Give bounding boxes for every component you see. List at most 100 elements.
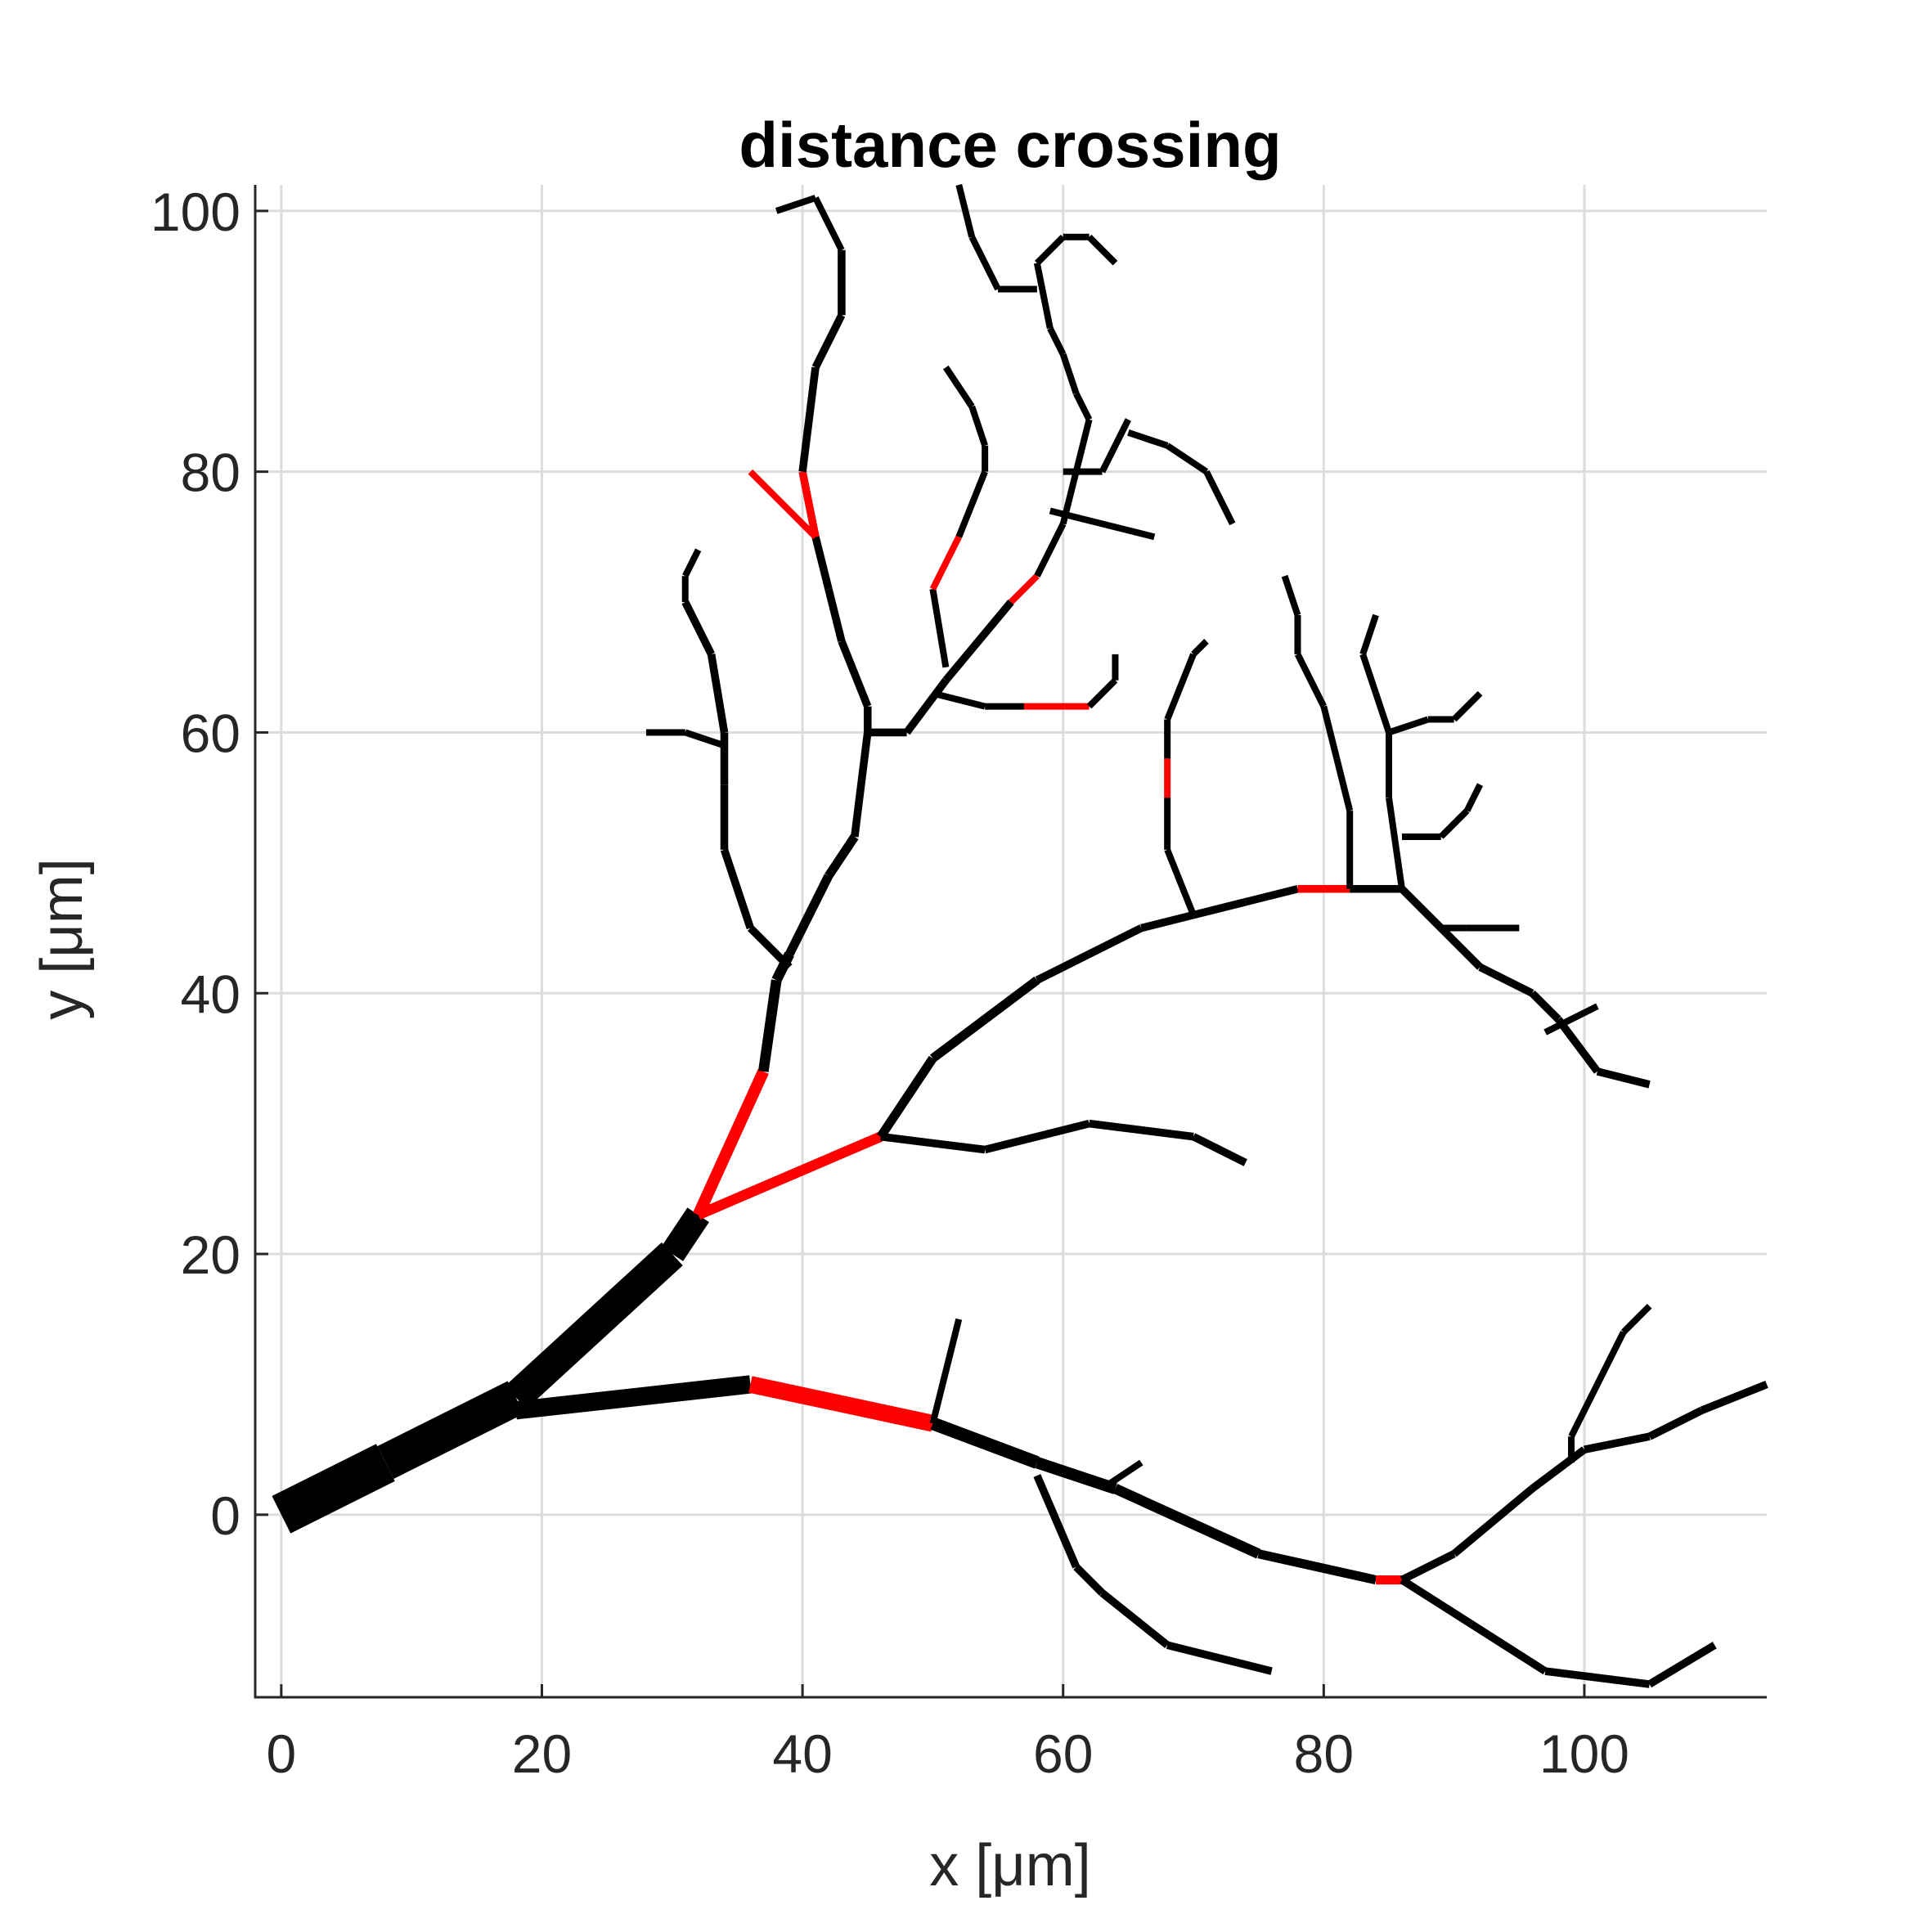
branch-segment — [943, 365, 975, 409]
branch-segment — [1049, 507, 1156, 541]
branch-segment — [1594, 1330, 1627, 1386]
branch-segment — [1088, 1119, 1194, 1141]
axes: 0 20 40 60 80 100 0 20 40 60 80 100 — [151, 182, 1767, 1784]
branch-segment — [1400, 1550, 1456, 1584]
branch-segment — [1700, 1381, 1768, 1414]
branch-segment — [1584, 1432, 1651, 1453]
branch-segment — [681, 600, 715, 656]
crossing-segment — [696, 1131, 883, 1220]
branch-segment — [1257, 1549, 1377, 1584]
branch-segment — [929, 588, 950, 668]
branch-segment — [811, 313, 846, 370]
branch-segment — [1333, 757, 1354, 812]
branch-segment — [1112, 1484, 1261, 1559]
branch-segment — [1281, 574, 1301, 617]
branch-segment — [1543, 1003, 1599, 1036]
branch-segment — [982, 976, 1040, 1023]
branch-segment — [1386, 797, 1405, 890]
branch-segment — [1127, 429, 1169, 449]
branch-segment — [272, 1444, 395, 1534]
branch-segment — [775, 195, 817, 214]
x-tick-label: 20 — [512, 1723, 572, 1784]
branch-segment — [968, 405, 988, 447]
branch-segment — [1073, 1564, 1105, 1596]
branch-segment — [798, 366, 820, 473]
branch-segment — [877, 1055, 937, 1139]
branch-segment — [1086, 677, 1118, 709]
branch-segment — [1530, 1446, 1587, 1492]
chart-title: distance crossing — [739, 109, 1281, 181]
branch-segments — [272, 184, 1768, 1688]
y-tick-label: 60 — [181, 703, 240, 763]
branch-segment — [824, 587, 846, 643]
branch-segment — [1099, 1589, 1170, 1648]
branch-segment — [1451, 690, 1483, 722]
branch-segment — [1164, 653, 1197, 721]
crossing-segment — [693, 1068, 769, 1218]
crossing-segment — [929, 535, 962, 591]
y-tick-label: 100 — [151, 182, 240, 242]
branch-segment — [707, 654, 729, 734]
grid-lines — [255, 185, 1767, 1697]
branch-segment — [1086, 234, 1118, 266]
branch-segment — [1140, 910, 1195, 932]
branch-segment — [811, 536, 833, 591]
x-tick-label: 80 — [1294, 1723, 1354, 1784]
branch-segment — [1647, 1407, 1704, 1440]
branch-segment — [1647, 1642, 1717, 1688]
branch-segment — [1529, 990, 1561, 1022]
y-tick-label: 40 — [181, 964, 240, 1024]
branch-segment — [930, 1417, 1040, 1469]
branch-segment — [1165, 443, 1209, 475]
x-tick-label: 100 — [1539, 1723, 1629, 1784]
branch-segment — [1555, 1017, 1601, 1074]
branch-segment — [1087, 924, 1143, 958]
branch-segment — [983, 1120, 1090, 1154]
x-tick-label: 0 — [267, 1723, 297, 1784]
branch-segment — [968, 235, 1001, 291]
branch-segment — [1191, 1133, 1247, 1166]
y-tick-label: 0 — [210, 1485, 240, 1546]
branch-segment — [1034, 522, 1067, 577]
crossing-segment — [748, 469, 818, 540]
branch-segment — [682, 548, 702, 577]
branch-segment — [1373, 692, 1392, 734]
branch-segment — [824, 833, 859, 878]
x-tick-label: 60 — [1033, 1723, 1093, 1784]
branch-segment — [1033, 262, 1054, 330]
branch-segment — [1387, 716, 1430, 736]
branch-segment — [1400, 1576, 1548, 1675]
branch-segment — [1073, 392, 1093, 421]
branch-segment — [661, 1207, 709, 1261]
axis-frame — [254, 185, 1767, 1699]
crossing-segment — [798, 470, 820, 538]
branch-segment — [903, 677, 950, 735]
branch-segment — [1164, 848, 1197, 917]
crossing-segment — [748, 1376, 935, 1432]
branch-segment — [1399, 886, 1445, 931]
branch-segment — [684, 729, 726, 749]
y-axis-label: y [μm] — [29, 858, 95, 1019]
branch-segment — [955, 184, 976, 238]
branch-segment — [720, 848, 754, 930]
branch-segment — [1035, 234, 1066, 266]
branch-segment — [1035, 1457, 1117, 1494]
branch-segment — [1244, 885, 1299, 906]
branch-segment — [942, 600, 1014, 683]
branch-segment — [1568, 1382, 1601, 1438]
x-axis-label: x [μm] — [929, 1833, 1090, 1898]
branch-segment — [851, 731, 872, 838]
branch-segment — [812, 196, 845, 252]
branch-segment — [930, 1015, 988, 1063]
branch-segment — [1320, 705, 1341, 760]
branch-segment — [838, 640, 872, 708]
branch-segment — [758, 979, 782, 1072]
branch-segment — [505, 1242, 683, 1409]
y-tick-label: 20 — [181, 1224, 240, 1285]
branch-segment — [1203, 470, 1236, 526]
branch-segment — [785, 874, 833, 956]
branch-segment — [514, 1375, 752, 1420]
branch-segment — [1596, 1067, 1651, 1089]
branch-segment — [1047, 326, 1067, 357]
